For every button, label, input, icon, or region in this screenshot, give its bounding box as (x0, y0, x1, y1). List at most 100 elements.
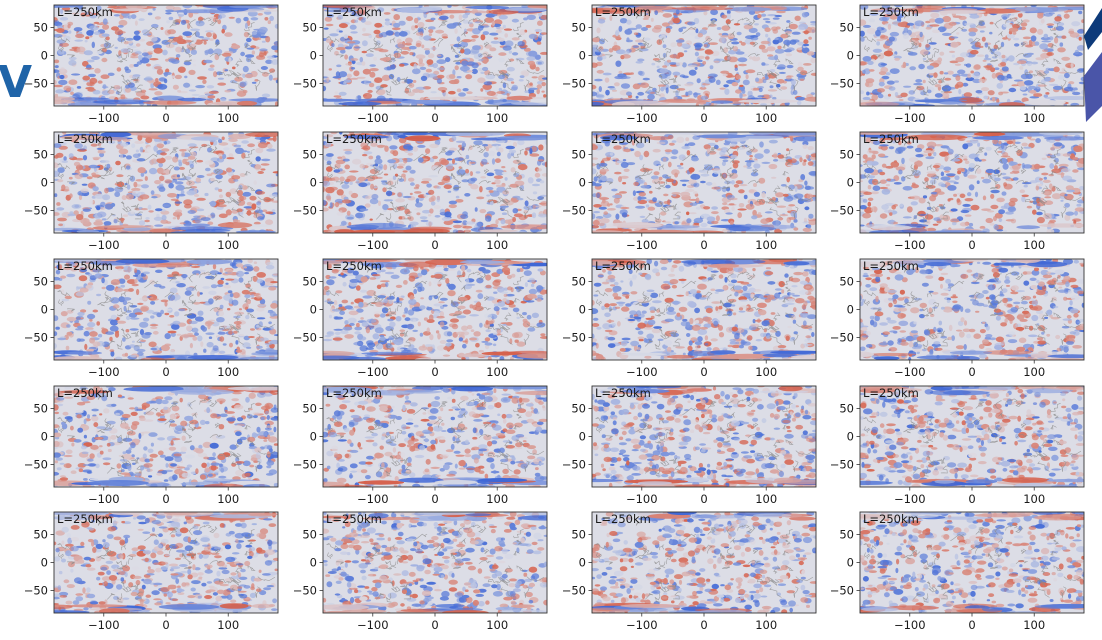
x-tick-label: 0 (700, 618, 707, 632)
map-panel: −100 0 100 50 0 −50 L=250km (18, 384, 282, 511)
x-tick-label: 0 (162, 492, 169, 506)
y-tick-label: 0 (310, 430, 317, 444)
x-tick-label: 100 (486, 238, 508, 252)
panel-label: L=250km (595, 386, 651, 400)
coastlines (595, 14, 814, 96)
panel-label: L=250km (863, 259, 919, 273)
coastlines (326, 268, 545, 350)
panel-label: L=250km (863, 5, 919, 19)
map-panel-svg: −100 0 100 50 0 −50 L=250km (562, 385, 817, 506)
map-panel: −100 0 100 50 0 −50 L=250km (824, 384, 1088, 511)
x-tick-label: 0 (700, 111, 707, 125)
x-tick-label: 0 (162, 618, 169, 632)
x-tick-label: −100 (88, 111, 120, 125)
y-tick-label: 50 (302, 20, 317, 34)
coastlines (863, 521, 1082, 603)
map-panel-svg: −100 0 100 50 0 −50 L=250km (24, 258, 279, 379)
panel-label: L=250km (57, 132, 113, 146)
x-tick-label: 100 (486, 492, 508, 506)
map-panel-svg: −100 0 100 50 0 −50 L=250km (293, 511, 548, 632)
y-tick-label: −50 (293, 458, 317, 472)
y-tick-label: 50 (839, 147, 854, 161)
x-tick-label: 0 (162, 238, 169, 252)
y-tick-label: 50 (839, 527, 854, 541)
coastlines (57, 521, 276, 603)
map-panel: −100 0 100 50 0 −50 L=250km (287, 384, 551, 511)
x-tick-label: −100 (626, 492, 658, 506)
x-tick-label: −100 (626, 365, 658, 379)
y-tick-label: 0 (310, 303, 317, 317)
y-tick-label: 0 (41, 430, 48, 444)
map-panel-svg: −100 0 100 50 0 −50 L=250km (24, 4, 279, 125)
coastlines (595, 395, 814, 477)
x-tick-label: −100 (626, 238, 658, 252)
coastlines (863, 14, 1082, 96)
map-panel: −100 0 100 50 0 −50 L=250km (556, 3, 820, 130)
y-tick-label: −50 (562, 584, 586, 598)
y-tick-label: −50 (830, 331, 854, 345)
y-tick-label: 50 (302, 527, 317, 541)
y-tick-label: 50 (839, 274, 854, 288)
y-tick-label: 50 (33, 274, 48, 288)
panel-label: L=250km (326, 259, 382, 273)
y-tick-label: 0 (579, 303, 586, 317)
coastlines (326, 141, 545, 223)
x-tick-label: 100 (755, 238, 777, 252)
y-tick-label: 50 (33, 527, 48, 541)
map-panel: −100 0 100 50 0 −50 L=250km (18, 257, 282, 384)
map-panel-svg: −100 0 100 50 0 −50 L=250km (830, 258, 1085, 379)
y-tick-label: −50 (830, 584, 854, 598)
map-panel: −100 0 100 50 0 −50 L=250km (287, 3, 551, 130)
x-tick-label: −100 (626, 111, 658, 125)
y-tick-label: 50 (571, 401, 586, 415)
coastlines (57, 141, 276, 223)
map-panel-svg: −100 0 100 50 0 −50 L=250km (830, 4, 1085, 125)
map-panel: −100 0 100 50 0 −50 L=250km (824, 3, 1088, 130)
x-tick-label: 0 (968, 492, 975, 506)
y-tick-label: 50 (571, 20, 586, 34)
x-tick-label: −100 (357, 238, 389, 252)
x-tick-label: 0 (968, 111, 975, 125)
y-tick-label: 0 (310, 176, 317, 190)
coastlines (57, 395, 276, 477)
noise-field (860, 5, 1084, 106)
coastlines (57, 14, 276, 96)
noise-field (592, 259, 816, 360)
x-tick-label: 0 (431, 492, 438, 506)
coastlines (595, 141, 814, 223)
y-tick-label: −50 (562, 331, 586, 345)
y-tick-label: 50 (571, 527, 586, 541)
noise-field (860, 386, 1084, 487)
y-tick-label: −50 (293, 204, 317, 218)
map-panel-svg: −100 0 100 50 0 −50 L=250km (562, 131, 817, 252)
y-tick-label: 50 (33, 147, 48, 161)
panel-label: L=250km (57, 5, 113, 19)
y-tick-label: 0 (310, 49, 317, 63)
y-tick-label: 0 (41, 49, 48, 63)
map-panel: −100 0 100 50 0 −50 L=250km (18, 510, 282, 637)
panel-label: L=250km (863, 386, 919, 400)
x-tick-label: 100 (217, 492, 239, 506)
y-tick-label: 50 (571, 147, 586, 161)
map-panel-svg: −100 0 100 50 0 −50 L=250km (830, 385, 1085, 506)
y-tick-label: 50 (571, 274, 586, 288)
x-tick-label: 0 (968, 238, 975, 252)
map-panel-svg: −100 0 100 50 0 −50 L=250km (293, 258, 548, 379)
x-tick-label: 0 (431, 111, 438, 125)
map-panel: −100 0 100 50 0 −50 L=250km (18, 3, 282, 130)
map-panel-svg: −100 0 100 50 0 −50 L=250km (562, 511, 817, 632)
coastlines (57, 268, 276, 350)
panel-label: L=250km (326, 512, 382, 526)
x-tick-label: 100 (1023, 618, 1045, 632)
y-tick-label: −50 (830, 204, 854, 218)
x-tick-label: 100 (486, 111, 508, 125)
x-tick-label: −100 (88, 492, 120, 506)
map-panel-svg: −100 0 100 50 0 −50 L=250km (562, 258, 817, 379)
y-tick-label: 50 (302, 147, 317, 161)
y-tick-label: 0 (579, 176, 586, 190)
x-tick-label: 0 (700, 238, 707, 252)
map-panel: −100 0 100 50 0 −50 L=250km (556, 384, 820, 511)
noise-field (323, 259, 547, 360)
y-tick-label: 0 (847, 430, 854, 444)
noise-field (860, 132, 1084, 233)
